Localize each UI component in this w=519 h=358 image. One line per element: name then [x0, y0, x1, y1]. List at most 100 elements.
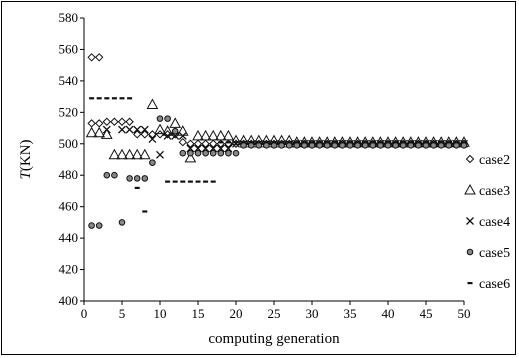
case6-point: [286, 141, 292, 144]
case6-point: [332, 141, 338, 144]
case3-point: [184, 151, 197, 163]
case3-point: [85, 126, 98, 138]
case3-point: [207, 129, 220, 141]
case5-point: [171, 127, 179, 135]
series-case5: [88, 115, 468, 229]
y-tick-label: 460: [59, 199, 79, 214]
x-tick-label: 15: [192, 306, 205, 321]
case6-point: [301, 141, 307, 144]
y-tick-label: 480: [59, 167, 79, 182]
case6-point: [294, 141, 300, 144]
case2-point: [102, 117, 112, 126]
case6-point: [233, 141, 239, 144]
case3-point: [123, 148, 136, 160]
x-tick-label: 45: [420, 306, 433, 321]
case3-point: [169, 117, 182, 128]
case6-point: [317, 141, 323, 144]
case6-point: [172, 180, 178, 183]
legend-marker-case5: [466, 248, 474, 256]
case6-point: [355, 141, 361, 144]
legend-item-case5: case5: [466, 246, 510, 261]
case3-point: [138, 148, 151, 160]
case6-point: [96, 97, 102, 100]
legend-item-case3: case3: [464, 183, 510, 199]
x-tick-label: 30: [306, 306, 319, 321]
case5-point: [164, 115, 171, 122]
legend-marker-case6: [467, 282, 473, 285]
case4-point: [140, 125, 149, 134]
case6-point: [423, 141, 429, 144]
case6-point: [187, 180, 193, 183]
case6-point: [370, 141, 376, 144]
case6-point: [385, 141, 391, 144]
x-tick-label: 5: [119, 306, 126, 321]
y-axis-title: T(KN): [18, 139, 34, 179]
case3-point: [222, 129, 235, 141]
case6-point: [339, 141, 345, 144]
case6-point: [431, 141, 437, 144]
case3-point: [116, 148, 128, 160]
case5-point: [149, 159, 156, 166]
case3-point: [131, 148, 144, 160]
case4-point: [224, 144, 233, 153]
tick-labels: 400 420 440 460 480 500 520 540 560 580 0 5 10 15 20 25…: [59, 10, 471, 321]
case4-point: [178, 131, 187, 140]
case3-point: [146, 98, 159, 109]
series-case6: [89, 97, 467, 213]
case4-point: [102, 125, 111, 134]
case2-point: [155, 130, 165, 139]
case5-point: [156, 115, 164, 122]
case2-point: [140, 130, 150, 139]
case5-point: [202, 149, 209, 157]
case2-point: [94, 53, 104, 62]
case5-point: [187, 149, 194, 157]
legend: case2 case3 case4 case5 case6: [464, 153, 510, 292]
data-points: [85, 53, 470, 229]
y-tick-label: 400: [59, 293, 79, 308]
case6-point: [263, 141, 269, 144]
case4-point: [163, 131, 172, 140]
case2-point: [186, 139, 195, 148]
y-tick-label: 500: [59, 136, 79, 151]
case2-point: [178, 137, 188, 147]
y-tick-label: 420: [59, 262, 79, 277]
axes: [80, 17, 465, 305]
case6-point: [180, 180, 186, 183]
case6-point: [309, 141, 315, 144]
legend-label-case6: case6: [479, 277, 510, 292]
case6-point: [127, 97, 133, 100]
case6-point: [393, 141, 399, 144]
case6-point: [142, 210, 148, 213]
case6-point: [271, 141, 277, 144]
case6-point: [400, 141, 406, 144]
case5-point: [225, 149, 232, 157]
legend-label-case3: case3: [479, 184, 510, 199]
case5-point: [111, 171, 118, 179]
case6-point: [415, 141, 421, 144]
legend-marker-case2: [465, 154, 475, 164]
case5-point: [88, 222, 95, 229]
case4-point: [216, 144, 225, 153]
x-tick-label: 40: [382, 306, 395, 321]
case6-point: [111, 97, 117, 100]
case2-point: [87, 53, 96, 62]
case5-point: [217, 149, 225, 157]
series-case2: [87, 53, 469, 148]
case6-point: [241, 141, 247, 144]
case5-point: [103, 171, 111, 179]
legend-item-case6: case6: [467, 277, 510, 292]
case6-point: [347, 141, 353, 144]
case2-point: [201, 139, 210, 148]
x-tick-label: 50: [458, 306, 471, 321]
case4-point: [201, 144, 210, 153]
x-axis-title: computing generation: [208, 331, 340, 347]
case4-point: [156, 150, 164, 159]
case2-point: [125, 117, 134, 126]
case6-point: [210, 180, 216, 183]
case6-point: [256, 141, 262, 144]
case4-point: [186, 144, 195, 153]
case5-point: [118, 219, 126, 226]
case3-point: [192, 129, 204, 141]
y-tick-label: 520: [59, 104, 79, 119]
case6-point: [438, 141, 444, 144]
